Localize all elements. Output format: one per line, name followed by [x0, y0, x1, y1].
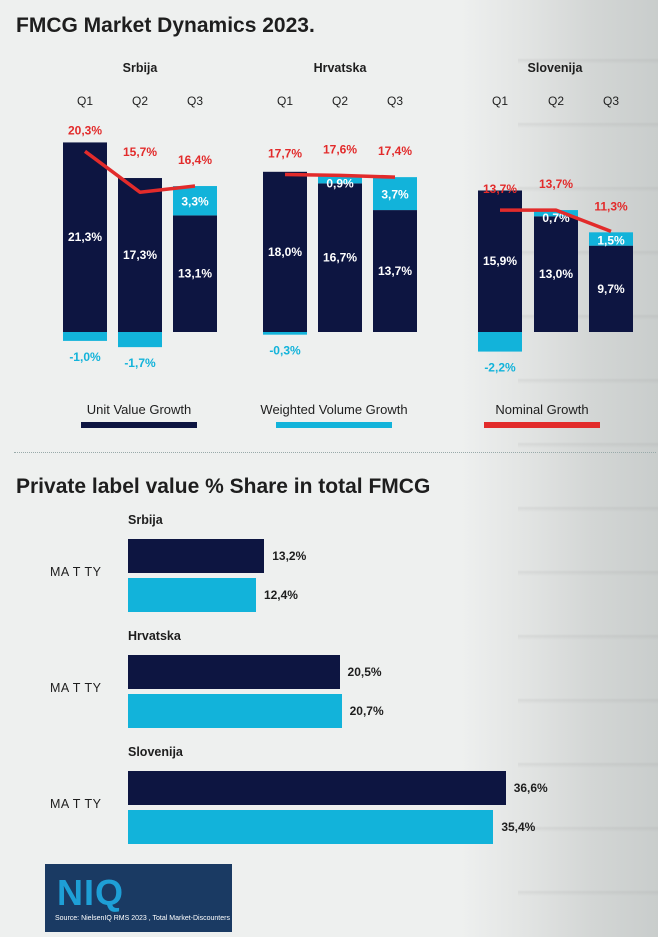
volume-label: 1,5% [597, 233, 625, 247]
share-value-label: 20,7% [349, 704, 384, 718]
nominal-label: 17,6% [323, 142, 357, 156]
unit-value-label: 13,0% [539, 267, 573, 281]
niq-logo-text: NIQ [57, 872, 125, 913]
legend-swatch [484, 422, 600, 428]
unit-value-label: 18,0% [268, 245, 302, 259]
country-label: Srbija [123, 61, 159, 75]
unit-value-label: 21,3% [68, 230, 102, 244]
share-bar [128, 694, 342, 728]
quarter-label: Q2 [132, 94, 148, 108]
quarter-label: Q1 [77, 94, 93, 108]
private-label-country: Srbija [128, 513, 163, 527]
volume-bar [63, 332, 107, 341]
period-label: MA T TY [50, 565, 102, 579]
nominal-label: 16,4% [178, 153, 212, 167]
legend-label: Weighted Volume Growth [260, 402, 407, 417]
period-label: MA T TY [50, 681, 102, 695]
unit-value-bar [373, 210, 417, 332]
unit-value-bar [318, 183, 362, 332]
quarter-label: Q2 [548, 94, 564, 108]
share-bar [128, 539, 265, 573]
share-value-label: 36,6% [513, 781, 548, 795]
country-label: Slovenija [528, 61, 584, 75]
volume-label: -0,3% [269, 344, 301, 358]
volume-bar [478, 332, 522, 352]
nominal-label: 17,4% [378, 144, 412, 158]
quarter-label: Q1 [492, 94, 508, 108]
unit-value-label: 17,3% [123, 248, 157, 262]
quarter-label: Q1 [277, 94, 293, 108]
volume-bar [173, 186, 217, 216]
share-value-label: 35,4% [501, 820, 536, 834]
unit-value-label: 13,7% [378, 264, 412, 278]
country-label: Hrvatska [314, 61, 368, 75]
section-title-private-label: Private label value % Share in total FMC… [16, 475, 431, 498]
quarter-label: Q3 [603, 94, 619, 108]
share-value-label: 12,4% [263, 588, 298, 602]
nominal-label: 13,7% [483, 182, 517, 196]
unit-value-label: 13,1% [178, 267, 212, 281]
volume-bar [118, 332, 162, 348]
unit-value-bar [589, 245, 633, 332]
legend-label: Nominal Growth [495, 402, 588, 417]
volume-bar [263, 332, 307, 335]
volume-bar [589, 232, 633, 246]
unit-value-bar [63, 142, 107, 332]
share-bar [128, 655, 340, 689]
legend-swatch [81, 422, 197, 428]
unit-value-label: 15,9% [483, 254, 517, 268]
nominal-label: 13,7% [539, 177, 573, 191]
nominal-growth-line [83, 149, 196, 195]
share-bar [128, 578, 256, 612]
nominal-label: 11,3% [594, 199, 628, 213]
unit-value-label: 16,7% [323, 251, 357, 265]
nominal-label: 15,7% [123, 145, 157, 159]
volume-label: -1,0% [69, 350, 101, 364]
source-note: Source: NielsenIQ RMS 2023 , Total Marke… [55, 915, 230, 922]
share-value-label: 20,5% [347, 665, 382, 679]
volume-bar [318, 175, 362, 184]
volume-bar [373, 177, 417, 211]
volume-label: -1,7% [124, 356, 156, 370]
volume-bar [534, 210, 578, 217]
share-value-label: 13,2% [272, 549, 307, 563]
period-label: MA T TY [50, 797, 102, 811]
unit-value-label: 9,7% [597, 282, 625, 296]
quarter-label: Q2 [332, 94, 348, 108]
unit-value-bar [173, 215, 217, 332]
nominal-label: 20,3% [68, 123, 102, 137]
share-bar [128, 771, 506, 805]
legend-swatch [276, 422, 392, 428]
background-shelf-image [518, 0, 658, 937]
nominal-growth-line [284, 172, 396, 179]
unit-value-bar [118, 178, 162, 332]
volume-label: 0,9% [326, 176, 354, 190]
unit-value-bar [263, 171, 307, 332]
unit-value-bar [478, 190, 522, 332]
private-label-country: Slovenija [128, 745, 183, 759]
quarter-label: Q3 [187, 94, 203, 108]
volume-label: 3,3% [181, 195, 209, 209]
quarter-label: Q3 [387, 94, 403, 108]
nominal-label: 17,7% [268, 146, 302, 160]
page-title: FMCG Market Dynamics 2023. [16, 14, 315, 37]
private-label-country: Hrvatska [128, 629, 181, 643]
dynamics-chart-svg: Srbija Q1 -1,0% 21,3% 20,3% Q2 -1,7% 17,3% 15,7%… [63, 61, 633, 428]
nominal-growth-line [500, 208, 612, 234]
share-bar [128, 810, 494, 844]
section-divider [14, 452, 656, 453]
volume-label: -2,2% [484, 361, 516, 375]
niq-logo: NIQ Source: NielsenIQ RMS 2023 , Total M… [45, 864, 232, 932]
volume-label: 3,7% [381, 188, 409, 202]
legend-label: Unit Value Growth [87, 402, 192, 417]
unit-value-bar [534, 216, 578, 332]
